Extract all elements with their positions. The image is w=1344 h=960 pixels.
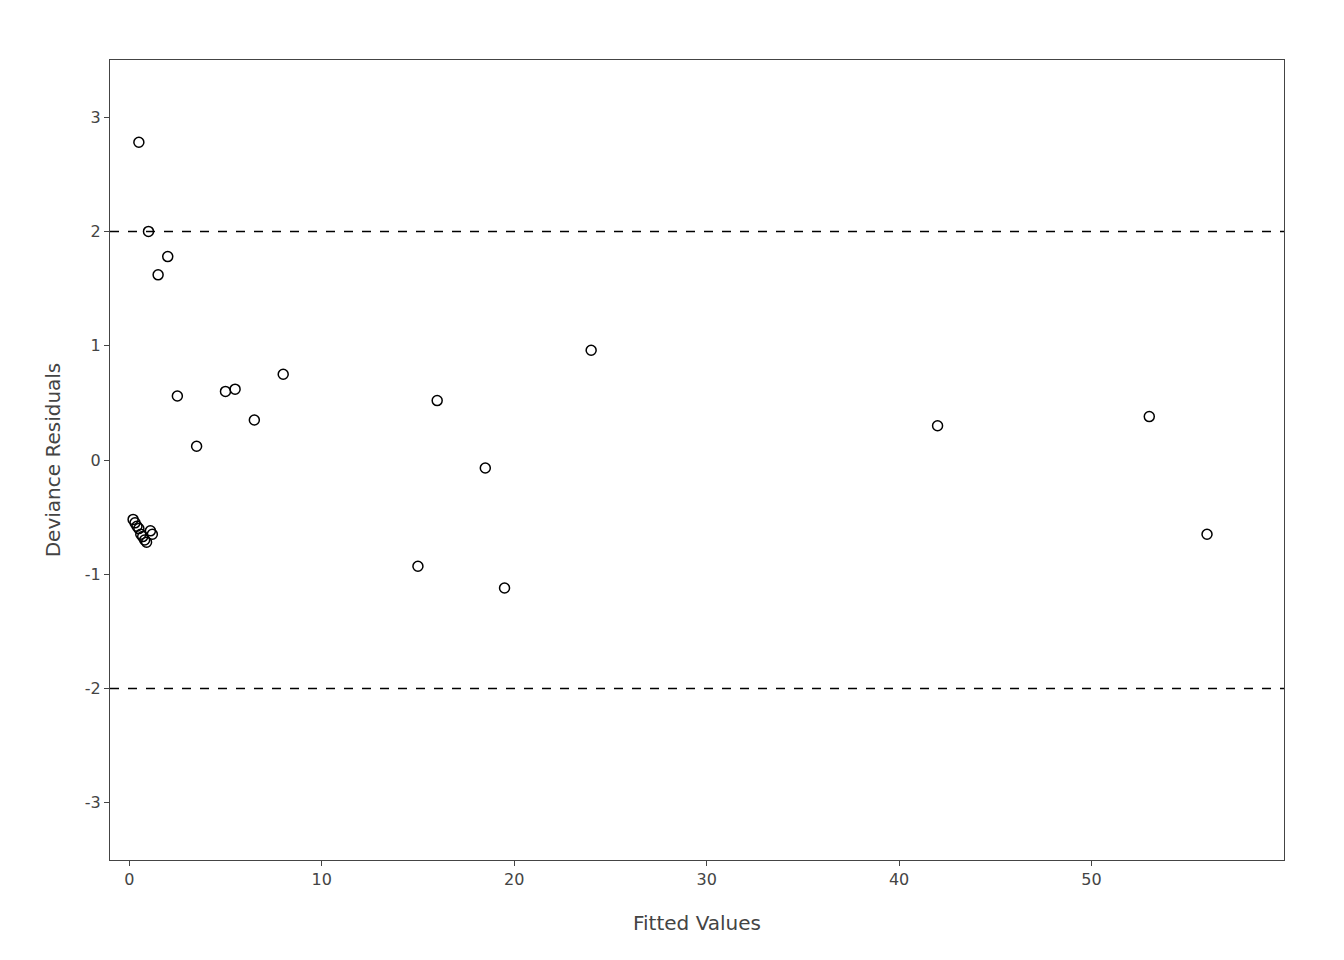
svg-text:10: 10 bbox=[312, 870, 332, 889]
svg-text:0: 0 bbox=[124, 870, 134, 889]
svg-text:3: 3 bbox=[91, 108, 101, 127]
svg-text:2: 2 bbox=[91, 222, 101, 241]
svg-text:0: 0 bbox=[91, 451, 101, 470]
svg-text:Deviance Residuals: Deviance Residuals bbox=[41, 363, 65, 558]
svg-text:-1: -1 bbox=[85, 565, 101, 584]
svg-text:-3: -3 bbox=[85, 793, 101, 812]
svg-text:1: 1 bbox=[91, 336, 101, 355]
svg-text:20: 20 bbox=[504, 870, 524, 889]
svg-text:30: 30 bbox=[696, 870, 716, 889]
svg-text:50: 50 bbox=[1081, 870, 1101, 889]
svg-text:Fitted Values: Fitted Values bbox=[633, 911, 761, 935]
svg-text:-2: -2 bbox=[85, 679, 101, 698]
svg-text:40: 40 bbox=[889, 870, 909, 889]
